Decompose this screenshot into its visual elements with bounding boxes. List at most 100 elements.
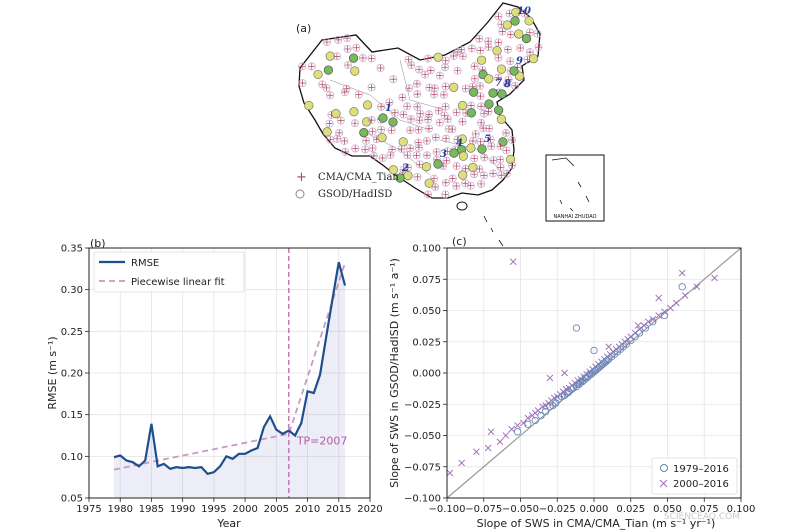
scatter-x-point: [487, 428, 495, 436]
station-plus: [319, 81, 326, 88]
station-plus: [478, 180, 485, 187]
station-plus: [504, 80, 511, 87]
station-plus: [442, 64, 449, 71]
station-plus: [504, 46, 511, 53]
panel-b-xlabel: Year: [216, 517, 241, 530]
scatter-x-point: [508, 425, 515, 433]
station-plus: [359, 54, 366, 61]
station-circle: [413, 90, 422, 99]
station-plus: [462, 165, 469, 172]
station-circle: [326, 91, 335, 100]
station-yellow: [421, 162, 432, 172]
tp-annotation: TP=2007: [296, 435, 348, 448]
station-plus: [327, 136, 334, 143]
x-tick-label: 1990: [170, 504, 195, 515]
station-yellow: [496, 64, 507, 74]
station-circle: [476, 81, 484, 90]
station-circle: [388, 145, 397, 154]
station-yellow: [433, 52, 443, 62]
station-plus: [424, 55, 431, 62]
scatter-circle-point: [641, 324, 650, 332]
station-circle: [377, 102, 386, 111]
scatter-x-point: [605, 343, 613, 351]
station-circle: [354, 90, 363, 99]
station-plus: [326, 120, 333, 127]
station-circle: [425, 124, 433, 133]
station-plus: [495, 13, 502, 20]
station-yellow: [349, 107, 359, 117]
station-plus: [436, 72, 443, 79]
station-plus: [431, 85, 438, 92]
station-circle: [414, 138, 423, 147]
station-plus: [334, 135, 341, 142]
station-number-label: 4: [456, 138, 463, 149]
station-circle: [484, 43, 493, 51]
station-yellow: [398, 137, 408, 147]
station-plus: [342, 148, 349, 155]
station-circle: [378, 154, 387, 162]
station-circle: [367, 83, 376, 92]
station-circle: [399, 165, 408, 174]
station-plus: [400, 111, 407, 118]
station-plus: [444, 116, 451, 123]
scatter-circle-point: [590, 346, 598, 355]
scatter-x-point: [673, 299, 680, 307]
station-circle: [389, 75, 398, 84]
hainan-island: [456, 201, 468, 211]
station-circle: [435, 118, 444, 127]
station-plus: [341, 138, 348, 145]
numbered-station-marker: [510, 16, 520, 26]
station-number-label: 9: [516, 56, 523, 67]
station-yellow: [449, 82, 459, 92]
station-circle: [477, 179, 486, 188]
station-circle: [426, 66, 435, 75]
station-plus: [422, 71, 429, 78]
station-circle: [423, 151, 431, 160]
station-plus: [431, 175, 438, 182]
station-circle: [502, 129, 510, 137]
station-plus: [433, 148, 440, 155]
station-circle: [340, 137, 349, 145]
station-plus: [495, 74, 502, 81]
x-tick-label: 1995: [201, 504, 226, 515]
station-circle: [442, 134, 451, 143]
station-plus: [436, 119, 443, 126]
scatter-circle-point: [537, 411, 545, 420]
station-plus: [450, 53, 457, 60]
station-circle: [477, 118, 486, 127]
station-plus: [390, 76, 397, 83]
station-plus: [472, 130, 479, 137]
station-circle: [526, 48, 534, 57]
station-green: [348, 53, 359, 63]
station-plus: [386, 99, 393, 106]
scatter-x-point: [681, 292, 689, 299]
station-plus: [407, 145, 414, 152]
station-circle: [404, 55, 413, 64]
station-plus: [477, 47, 484, 54]
y-tick-label: 0.05: [61, 494, 83, 505]
station-yellow: [304, 100, 314, 111]
scatter-x-point: [524, 414, 532, 422]
station-plus: [379, 155, 386, 162]
station-green: [323, 65, 333, 75]
station-plus: [480, 125, 487, 132]
station-plus: [478, 103, 485, 110]
station-plus: [442, 83, 449, 90]
station-plus: [477, 138, 484, 145]
station-circle: [322, 84, 331, 92]
station-yellow: [484, 74, 494, 84]
panel-b-legend: RMSE Piecewise linear fit: [93, 251, 245, 293]
station-circle: [485, 124, 494, 133]
station-circle: [441, 82, 450, 91]
numbered-station-marker: [433, 159, 443, 169]
station-yellow: [350, 66, 360, 76]
station-plus: [468, 102, 475, 109]
station-plus: [512, 82, 519, 89]
station-plus: [498, 172, 505, 179]
station-plus: [488, 143, 495, 150]
station-plus: [299, 80, 306, 87]
station-circle: [386, 151, 395, 159]
station-plus: [435, 107, 442, 114]
island-marks: [483, 215, 504, 247]
scatter-circle-point: [563, 389, 572, 397]
